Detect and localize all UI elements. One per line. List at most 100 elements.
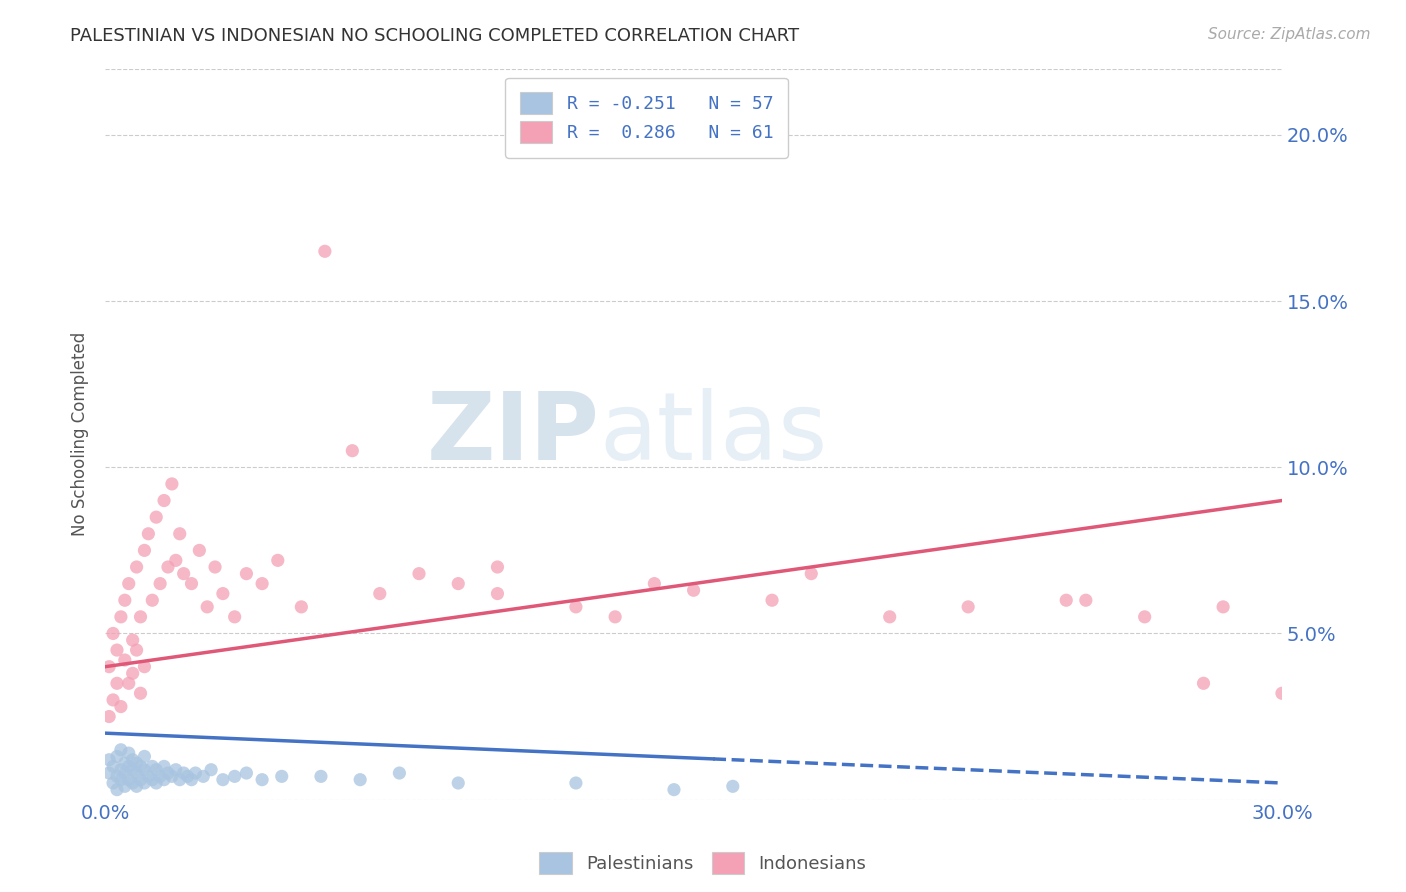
Point [290, 599, 312, 614]
Point [145, 776, 167, 790]
Point [1074, 593, 1097, 607]
Point [141, 772, 163, 787]
Point [180, 576, 202, 591]
Point [800, 566, 823, 581]
Point [156, 766, 179, 780]
Point [349, 772, 371, 787]
Point [267, 553, 290, 567]
Point [110, 610, 132, 624]
Point [121, 776, 143, 790]
Point [204, 560, 226, 574]
Text: ZIP: ZIP [426, 388, 599, 480]
Point [368, 586, 391, 600]
Point [486, 586, 509, 600]
Point [121, 633, 143, 648]
Point [141, 759, 163, 773]
Point [1212, 599, 1234, 614]
Point [129, 686, 152, 700]
Point [314, 244, 336, 259]
Point [565, 776, 588, 790]
Point [447, 576, 470, 591]
Point [121, 753, 143, 767]
Point [565, 599, 588, 614]
Point [1133, 610, 1156, 624]
Point [165, 763, 187, 777]
Point [200, 763, 222, 777]
Point [121, 763, 143, 777]
Point [1054, 593, 1077, 607]
Point [114, 780, 136, 794]
Point [486, 560, 509, 574]
Point [169, 526, 191, 541]
Point [125, 643, 148, 657]
Point [176, 769, 198, 783]
Point [105, 782, 128, 797]
Point [388, 766, 411, 780]
Point [118, 576, 141, 591]
Point [605, 610, 627, 624]
Point [98, 659, 121, 673]
Point [153, 772, 176, 787]
Point [118, 746, 141, 760]
Point [105, 769, 128, 783]
Point [101, 626, 124, 640]
Point [212, 772, 235, 787]
Point [105, 676, 128, 690]
Point [129, 610, 152, 624]
Point [125, 766, 148, 780]
Point [125, 780, 148, 794]
Point [114, 766, 136, 780]
Point [114, 653, 136, 667]
Point [761, 593, 783, 607]
Point [165, 553, 187, 567]
Point [342, 443, 364, 458]
Point [662, 782, 685, 797]
Point [309, 769, 332, 783]
Point [134, 543, 156, 558]
Point [153, 759, 176, 773]
Point [682, 583, 704, 598]
Point [156, 560, 179, 574]
Text: atlas: atlas [599, 388, 828, 480]
Point [408, 566, 430, 581]
Point [125, 560, 148, 574]
Point [118, 676, 141, 690]
Point [721, 780, 744, 794]
Point [188, 543, 211, 558]
Point [643, 576, 665, 591]
Point [114, 593, 136, 607]
Point [195, 599, 218, 614]
Point [212, 586, 235, 600]
Point [110, 743, 132, 757]
Point [224, 769, 246, 783]
Point [879, 610, 901, 624]
Point [235, 766, 257, 780]
Point [118, 772, 141, 787]
Point [110, 772, 132, 787]
Text: PALESTINIAN VS INDONESIAN NO SCHOOLING COMPLETED CORRELATION CHART: PALESTINIAN VS INDONESIAN NO SCHOOLING C… [70, 27, 800, 45]
Point [138, 769, 160, 783]
Point [134, 776, 156, 790]
Legend: Palestinians, Indonesians: Palestinians, Indonesians [533, 845, 873, 881]
Point [250, 576, 273, 591]
Point [250, 772, 273, 787]
Point [160, 769, 183, 783]
Point [129, 772, 152, 787]
Point [134, 659, 156, 673]
Point [110, 699, 132, 714]
Point [114, 756, 136, 770]
Text: Source: ZipAtlas.com: Source: ZipAtlas.com [1208, 27, 1371, 42]
Point [134, 749, 156, 764]
Point [173, 566, 195, 581]
Point [180, 772, 202, 787]
Point [149, 576, 172, 591]
Point [141, 593, 163, 607]
Point [138, 526, 160, 541]
Point [957, 599, 980, 614]
Point [134, 763, 156, 777]
Point [1271, 686, 1294, 700]
Point [105, 749, 128, 764]
Point [98, 709, 121, 723]
Point [235, 566, 257, 581]
Point [101, 776, 124, 790]
